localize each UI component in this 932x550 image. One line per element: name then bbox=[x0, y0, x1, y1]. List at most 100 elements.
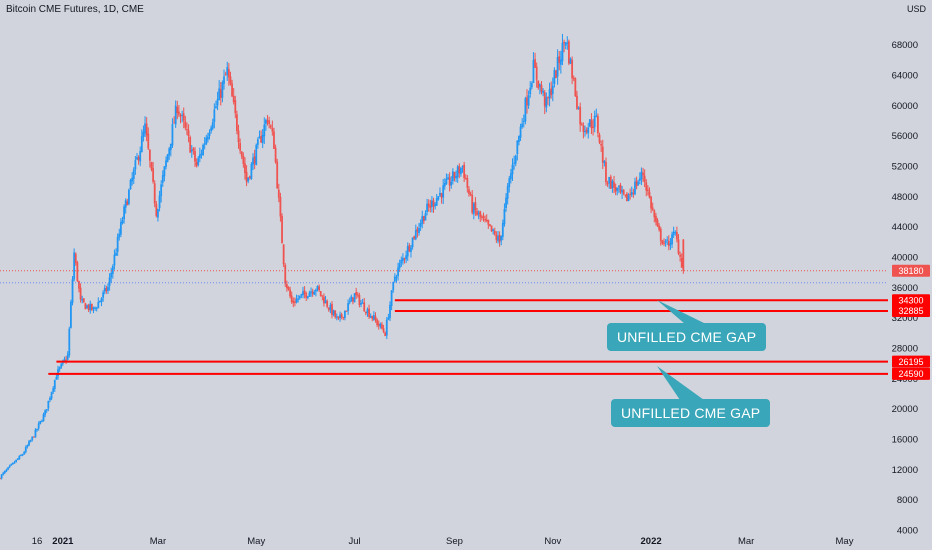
candle-body bbox=[216, 99, 219, 106]
candle bbox=[677, 234, 680, 256]
candle bbox=[592, 119, 594, 136]
candle bbox=[345, 310, 348, 312]
candle-body bbox=[8, 465, 11, 468]
candle bbox=[410, 244, 412, 258]
candle bbox=[424, 210, 427, 221]
candle bbox=[305, 291, 308, 302]
candle-body bbox=[608, 176, 611, 184]
candle bbox=[500, 235, 503, 246]
candle bbox=[464, 174, 467, 180]
candle-body bbox=[460, 167, 462, 174]
candle bbox=[418, 222, 420, 236]
candle-body bbox=[426, 203, 428, 213]
candle-body bbox=[352, 297, 354, 302]
y-tick-label: 12000 bbox=[892, 465, 918, 476]
candle bbox=[129, 178, 132, 190]
candle bbox=[211, 118, 214, 131]
candle-body bbox=[656, 220, 659, 227]
candle-body bbox=[448, 177, 451, 186]
candle-body bbox=[382, 328, 385, 332]
candle-body bbox=[244, 163, 246, 173]
candle bbox=[518, 135, 520, 146]
candle bbox=[603, 159, 606, 167]
candle bbox=[58, 366, 61, 372]
candle-body bbox=[498, 235, 501, 242]
candle bbox=[223, 69, 225, 90]
candle-body bbox=[316, 286, 319, 290]
candle bbox=[643, 169, 646, 188]
candle bbox=[343, 310, 346, 321]
candle-body bbox=[50, 392, 53, 399]
candle bbox=[179, 113, 182, 124]
candle-body bbox=[556, 57, 559, 77]
candle bbox=[493, 227, 496, 236]
candle-body bbox=[28, 441, 30, 446]
candle-body bbox=[302, 291, 304, 296]
candle bbox=[139, 146, 142, 167]
candle bbox=[206, 132, 209, 143]
candle-body bbox=[472, 203, 475, 214]
candle bbox=[61, 359, 64, 366]
candle bbox=[277, 183, 280, 203]
candle bbox=[123, 204, 125, 224]
candle bbox=[74, 252, 77, 266]
candle-body bbox=[439, 192, 441, 196]
candle-body bbox=[250, 163, 253, 179]
candle bbox=[559, 50, 562, 74]
candle-body bbox=[405, 255, 408, 260]
candle bbox=[516, 140, 519, 161]
candle-body bbox=[31, 436, 34, 440]
candle bbox=[605, 157, 607, 186]
candle-body bbox=[158, 195, 161, 209]
candle-body bbox=[292, 300, 295, 303]
candle bbox=[447, 174, 449, 180]
candle bbox=[443, 178, 446, 190]
candle-body bbox=[343, 310, 346, 319]
candle bbox=[174, 100, 177, 128]
candle bbox=[215, 100, 217, 109]
candle bbox=[632, 188, 635, 198]
candle-body bbox=[300, 293, 303, 296]
candle bbox=[310, 287, 312, 297]
candle-body bbox=[198, 154, 201, 158]
candle-body bbox=[136, 157, 138, 160]
candle bbox=[23, 450, 26, 455]
candle bbox=[406, 242, 409, 262]
candle bbox=[221, 80, 224, 103]
candle bbox=[369, 313, 372, 319]
candle bbox=[163, 166, 166, 182]
x-tick-label: Sep bbox=[446, 536, 463, 547]
y-tick-label: 20000 bbox=[892, 404, 918, 415]
candle-body bbox=[318, 286, 320, 291]
candle bbox=[672, 226, 675, 238]
candle-body bbox=[345, 310, 348, 312]
candle-body bbox=[163, 166, 166, 177]
candle bbox=[224, 71, 227, 76]
candle-body bbox=[157, 209, 159, 218]
candle bbox=[479, 210, 482, 223]
candle bbox=[226, 61, 229, 81]
candle bbox=[421, 210, 424, 229]
candle bbox=[542, 88, 545, 97]
candle bbox=[635, 176, 638, 190]
candle bbox=[171, 118, 174, 148]
candle bbox=[463, 161, 466, 183]
candle bbox=[471, 190, 474, 215]
candle-body bbox=[527, 95, 530, 106]
candle-body bbox=[661, 240, 664, 244]
unfilled-gap-callout-lower: UNFILLED CME GAP bbox=[611, 399, 771, 427]
candle-body bbox=[234, 100, 237, 114]
x-tick-label: 2022 bbox=[641, 536, 662, 547]
candle-body bbox=[376, 319, 379, 325]
candle bbox=[543, 89, 546, 115]
candle-body bbox=[129, 179, 132, 190]
candles bbox=[0, 33, 685, 480]
candle-body bbox=[231, 83, 233, 97]
candle bbox=[231, 79, 233, 97]
candle bbox=[508, 175, 511, 193]
candle-body bbox=[13, 462, 16, 464]
candle-body bbox=[310, 291, 312, 293]
candle-body bbox=[295, 298, 298, 303]
y-tick-label: 64000 bbox=[892, 71, 918, 82]
